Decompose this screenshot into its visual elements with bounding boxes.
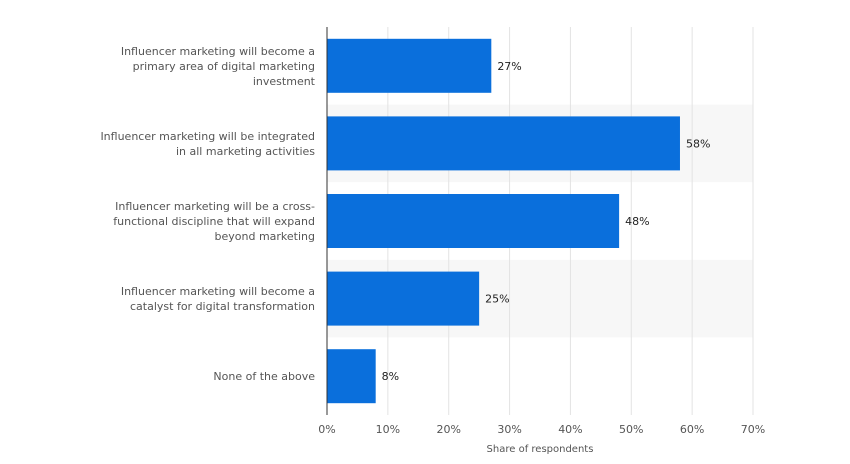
- category-label: Influencer marketing will be integrated: [100, 130, 315, 143]
- category-label: catalyst for digital transformation: [130, 300, 315, 313]
- category-label: Influencer marketing will become a: [121, 45, 315, 58]
- category-label: Influencer marketing will become a: [121, 285, 315, 298]
- value-label: 27%: [497, 60, 521, 73]
- category-label: None of the above: [213, 370, 315, 383]
- bar[interactable]: [327, 116, 680, 171]
- category-label: in all marketing activities: [176, 145, 315, 158]
- x-tick-label: 50%: [619, 423, 643, 436]
- category-label: primary area of digital marketing: [133, 60, 315, 73]
- x-tick-label: 0%: [318, 423, 335, 436]
- x-tick-label: 70%: [741, 423, 765, 436]
- x-tick-label: 20%: [436, 423, 460, 436]
- x-tick-label: 40%: [558, 423, 582, 436]
- x-tick-label: 10%: [376, 423, 400, 436]
- bar[interactable]: [327, 38, 492, 93]
- category-label: Influencer marketing will be a cross-: [115, 200, 315, 213]
- category-label: investment: [253, 75, 316, 88]
- category-label: functional discipline that will expand: [113, 215, 315, 228]
- bar[interactable]: [327, 194, 620, 248]
- x-axis-title: Share of respondents: [487, 444, 594, 455]
- bar[interactable]: [327, 271, 480, 326]
- value-label: 25%: [485, 293, 509, 306]
- x-tick-label: 30%: [497, 423, 521, 436]
- value-label: 8%: [382, 370, 399, 383]
- category-label: beyond marketing: [215, 230, 316, 243]
- value-label: 48%: [625, 215, 649, 228]
- value-label: 58%: [686, 137, 710, 150]
- x-tick-label: 60%: [680, 423, 704, 436]
- bar[interactable]: [327, 349, 376, 404]
